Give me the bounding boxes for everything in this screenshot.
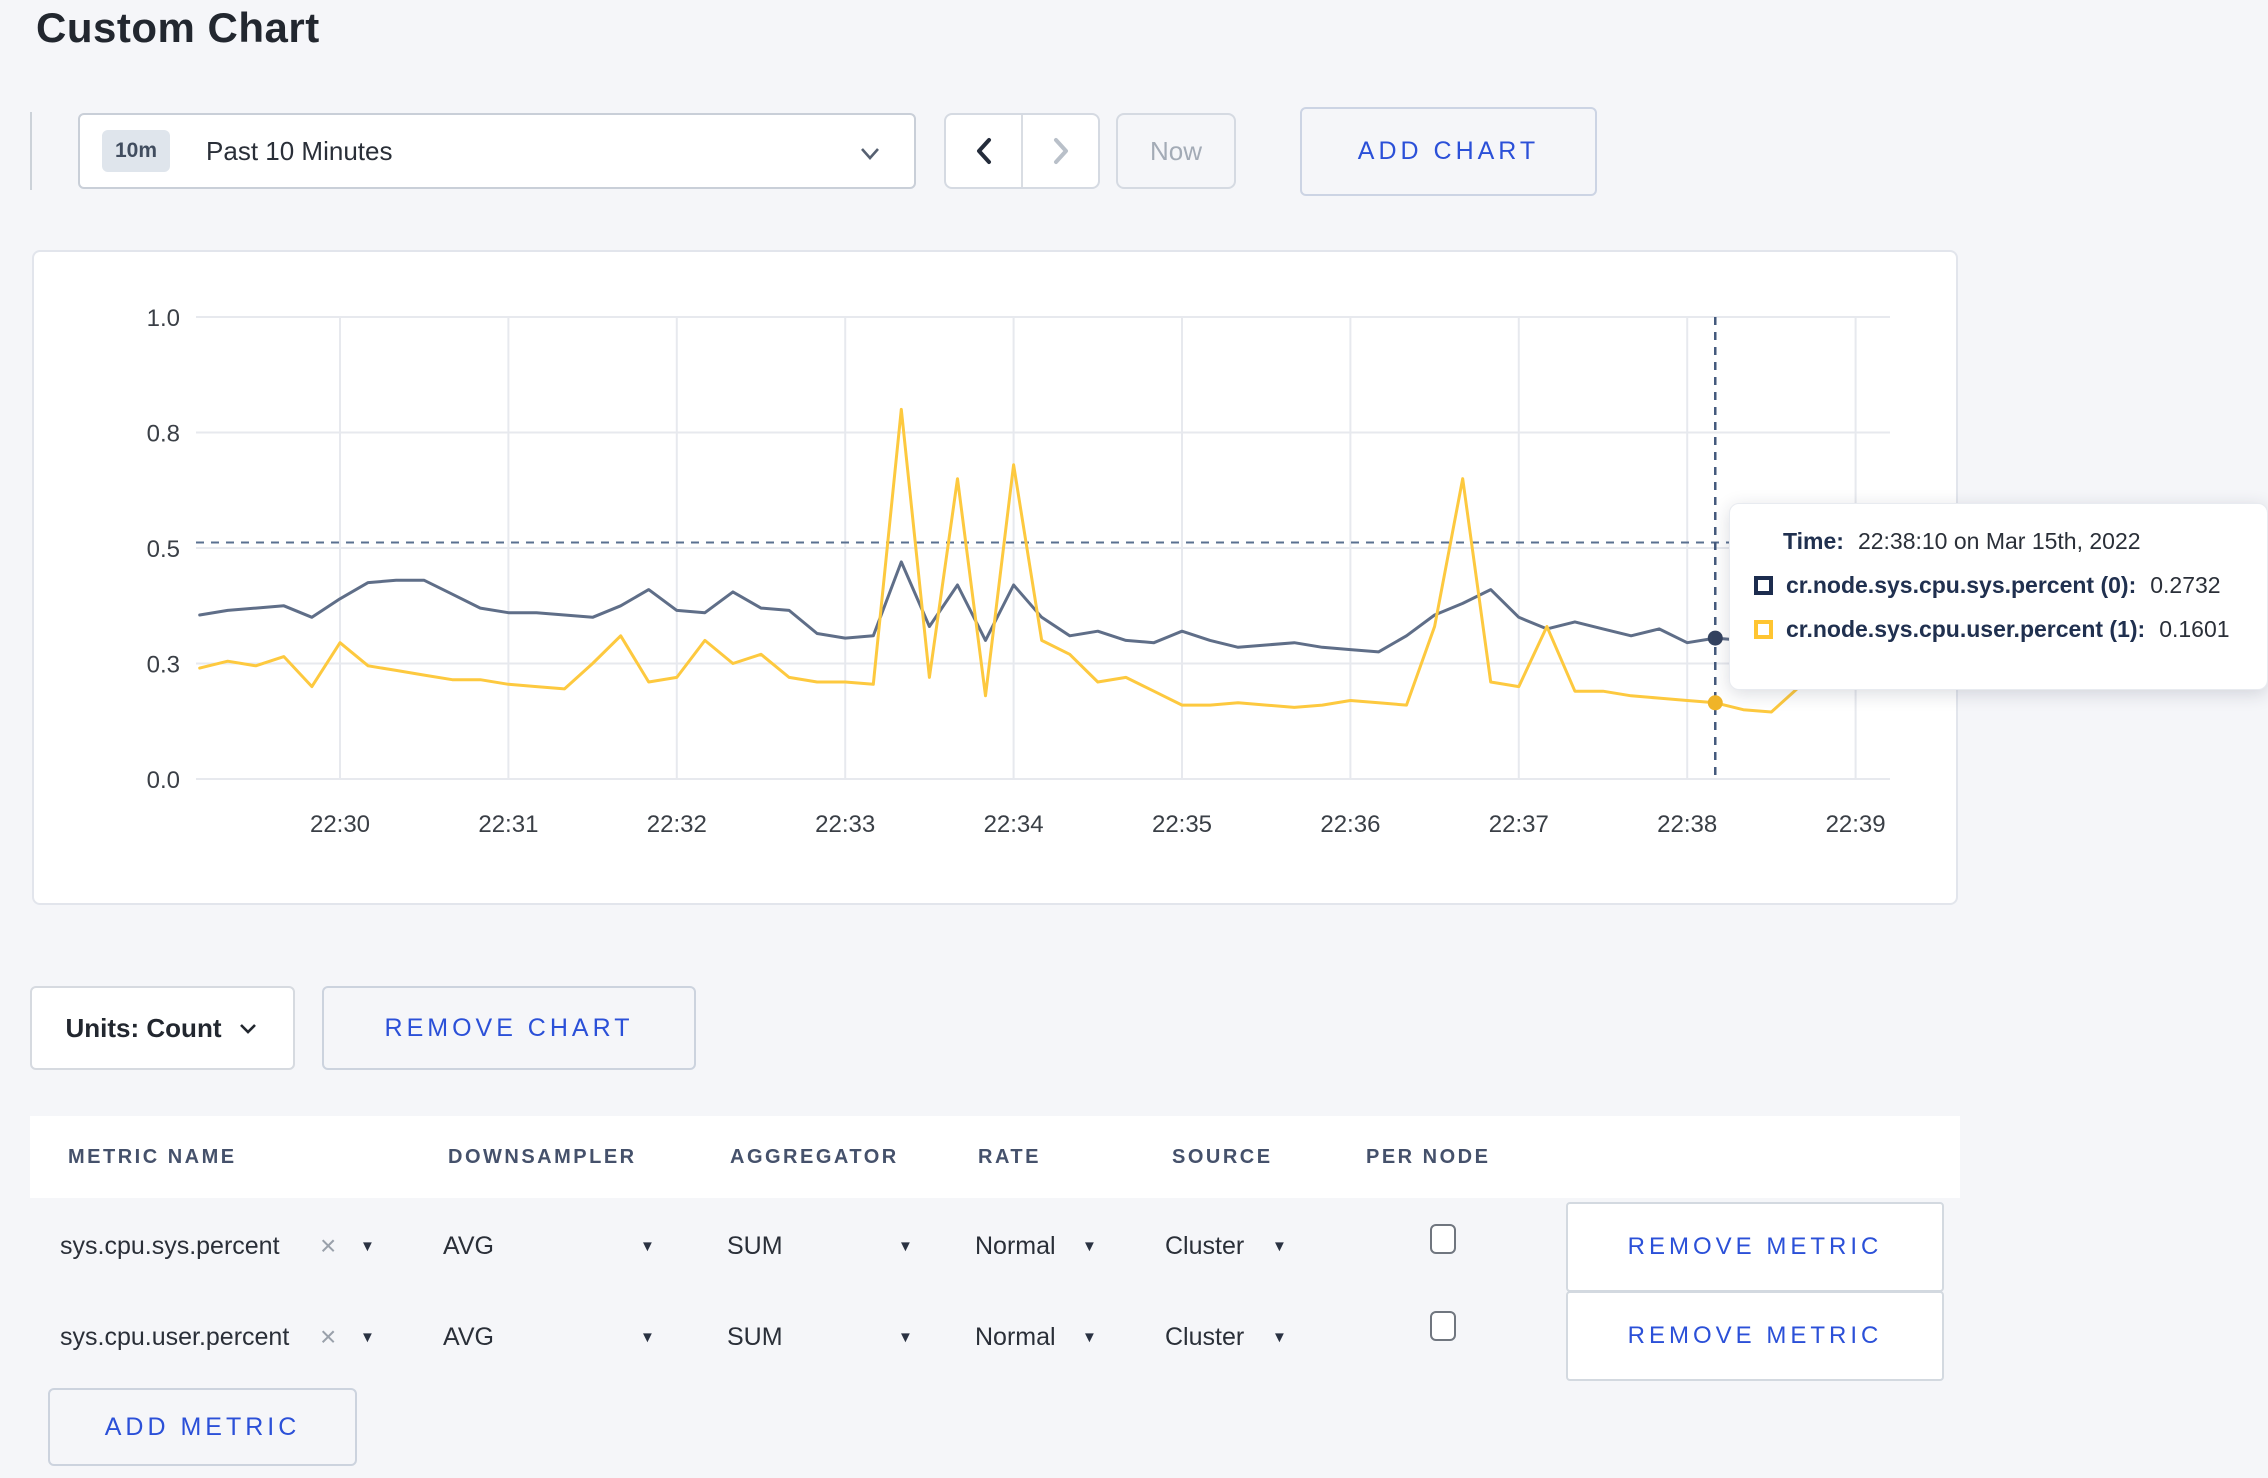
tooltip-series-name: cr.node.sys.cpu.user.percent (1):: [1786, 616, 2146, 642]
svg-text:22:30: 22:30: [310, 811, 370, 838]
metrics-table-header: METRIC NAME DOWNSAMPLER AGGREGATOR RATE …: [30, 1116, 1960, 1198]
next-time-button[interactable]: [1023, 115, 1098, 187]
col-header-source: SOURCE: [1172, 1145, 1273, 1168]
add-chart-button[interactable]: ADD CHART: [1300, 107, 1597, 196]
remove-metric-button[interactable]: REMOVE METRIC: [1566, 1202, 1944, 1292]
svg-text:1.0: 1.0: [147, 305, 180, 332]
tooltip-series-value: 0.2732: [2150, 572, 2221, 598]
col-header-downsampler: DOWNSAMPLER: [448, 1145, 637, 1168]
svg-text:22:38: 22:38: [1657, 811, 1717, 838]
caret-down-icon: ▼: [640, 1237, 655, 1255]
caret-down-icon: ▼: [360, 1328, 375, 1346]
caret-down-icon: ▼: [1272, 1328, 1287, 1346]
caret-down-icon: ▼: [898, 1328, 913, 1346]
tooltip-series-value: 0.1601: [2159, 616, 2230, 642]
add-metric-button[interactable]: ADD METRIC: [48, 1388, 357, 1466]
col-header-metric-name: METRIC NAME: [68, 1145, 237, 1168]
clear-metric-icon[interactable]: ×: [320, 1230, 337, 1261]
time-range-dropdown[interactable]: 10m Past 10 Minutes: [78, 113, 916, 189]
tooltip-series-name: cr.node.sys.cpu.sys.percent (0):: [1786, 572, 2137, 598]
caret-down-icon: ▼: [1082, 1237, 1097, 1255]
metric-row: sys.cpu.sys.percent × ▼ AVG ▼ SUM ▼ Norm…: [30, 1200, 1960, 1292]
per-node-checkbox[interactable]: [1430, 1224, 1456, 1254]
rate-select[interactable]: Normal: [975, 1231, 1056, 1260]
chart-card: 0.0 0.3 0.5 0.8 1.0 22:30 22:31 22:32 22:33 22:34…: [32, 250, 1958, 905]
caret-down-icon: ▼: [898, 1237, 913, 1255]
clear-metric-icon[interactable]: ×: [320, 1321, 337, 1352]
remove-chart-button[interactable]: REMOVE CHART: [322, 986, 696, 1070]
aggregator-select[interactable]: SUM: [727, 1322, 783, 1351]
time-nav-group: [944, 113, 1100, 189]
source-select[interactable]: Cluster: [1165, 1231, 1245, 1260]
timeseries-chart[interactable]: 0.0 0.3 0.5 0.8 1.0 22:30 22:31 22:32 22:33 22:34…: [34, 252, 1956, 903]
chevron-down-icon: [237, 1019, 259, 1037]
svg-text:0.0: 0.0: [147, 767, 180, 794]
svg-text:22:34: 22:34: [984, 811, 1044, 838]
metric-name-select[interactable]: sys.cpu.user.percent: [60, 1322, 290, 1351]
metric-name-select[interactable]: sys.cpu.sys.percent: [60, 1231, 280, 1260]
page-title: Custom Chart: [36, 4, 320, 51]
chart-hover-tooltip: Time: 22:38:10 on Mar 15th, 2022 cr.node…: [1729, 503, 2268, 690]
tooltip-time-row: Time: 22:38:10 on Mar 15th, 2022: [1754, 528, 2267, 555]
col-header-per-node: PER NODE: [1366, 1145, 1491, 1168]
svg-text:22:36: 22:36: [1320, 811, 1380, 838]
toolbar-left-divider: [30, 112, 32, 190]
svg-text:0.3: 0.3: [147, 652, 180, 679]
svg-text:22:39: 22:39: [1826, 811, 1886, 838]
col-header-aggregator: AGGREGATOR: [730, 1145, 899, 1168]
caret-down-icon: ▼: [360, 1237, 375, 1255]
svg-text:22:37: 22:37: [1489, 811, 1549, 838]
svg-text:0.5: 0.5: [147, 536, 180, 563]
remove-metric-button[interactable]: REMOVE METRIC: [1566, 1291, 1944, 1381]
tooltip-time-label: Time:: [1783, 528, 1844, 554]
source-select[interactable]: Cluster: [1165, 1322, 1245, 1351]
rate-select[interactable]: Normal: [975, 1322, 1056, 1351]
caret-down-icon: ▼: [1272, 1237, 1287, 1255]
svg-text:0.8: 0.8: [147, 421, 180, 448]
now-button[interactable]: Now: [1116, 113, 1236, 189]
time-window-badge: 10m: [102, 130, 171, 172]
tooltip-series-row: cr.node.sys.cpu.user.percent (1): 0.1601: [1754, 616, 2267, 643]
caret-down-icon: ▼: [1082, 1328, 1097, 1346]
col-header-rate: RATE: [978, 1145, 1041, 1168]
per-node-checkbox[interactable]: [1430, 1311, 1456, 1341]
svg-text:22:35: 22:35: [1152, 811, 1212, 838]
caret-down-icon: ▼: [640, 1328, 655, 1346]
metric-row: sys.cpu.user.percent × ▼ AVG ▼ SUM ▼ Nor…: [30, 1291, 1960, 1383]
chevron-right-icon: [1048, 135, 1074, 167]
tooltip-series-row: cr.node.sys.cpu.sys.percent (0): 0.2732: [1754, 572, 2267, 599]
svg-text:22:32: 22:32: [647, 811, 707, 838]
chevron-left-icon: [971, 135, 997, 167]
user-series-swatch-icon: [1754, 620, 1773, 639]
downsampler-select[interactable]: AVG: [443, 1322, 494, 1351]
time-range-label: Past 10 Minutes: [206, 135, 393, 166]
prev-time-button[interactable]: [946, 115, 1023, 187]
units-dropdown[interactable]: Units: Count: [30, 986, 295, 1070]
sys-series-swatch-icon: [1754, 576, 1773, 595]
units-label: Units: Count: [65, 1012, 222, 1043]
aggregator-select[interactable]: SUM: [727, 1231, 783, 1260]
tooltip-time-value: 22:38:10 on Mar 15th, 2022: [1857, 528, 2141, 554]
svg-text:22:31: 22:31: [478, 811, 538, 838]
svg-text:22:33: 22:33: [815, 811, 875, 838]
chevron-down-icon: [856, 141, 884, 165]
downsampler-select[interactable]: AVG: [443, 1231, 494, 1260]
